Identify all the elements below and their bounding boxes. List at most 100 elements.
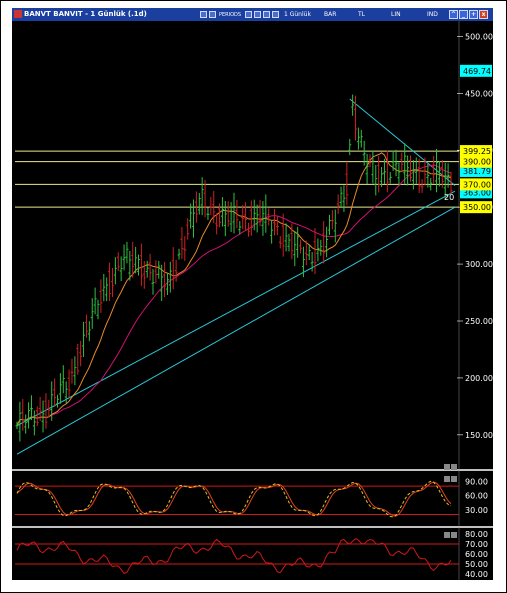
ohlc-bar [339, 186, 343, 209]
ohlc-bar [90, 298, 94, 329]
color-icon[interactable] [209, 11, 216, 18]
ohlc-bar [180, 227, 184, 259]
arrow-icon[interactable]: ^ [449, 10, 458, 19]
ohlc-bar [64, 381, 68, 404]
ohlc-bar [226, 201, 230, 227]
ohlc-bar [183, 236, 187, 261]
ohlc-bar [151, 269, 155, 295]
ohlc-bar [437, 161, 441, 187]
chart-area[interactable]: 150.00200.00250.00300.00350.00400.00450.… [12, 21, 493, 580]
ohlc-bar [411, 159, 415, 190]
ohlc-bar [281, 213, 285, 257]
ohlc-bar [246, 222, 250, 237]
close-icon[interactable]: x [479, 10, 488, 19]
trendline-0 [16, 190, 456, 427]
pane-button-icon [444, 476, 450, 482]
ohlc-bar [47, 399, 51, 418]
ohlc-bar [432, 156, 436, 184]
toolbar-period[interactable]: 1 Günlük [284, 11, 311, 18]
ohlc-bar [284, 223, 288, 252]
ohlc-bar [61, 365, 65, 394]
ohlc-bar [249, 200, 253, 236]
minimize-icon[interactable]: _ [459, 10, 468, 19]
ohlc-bar [29, 395, 33, 421]
draw-icon[interactable] [254, 11, 261, 18]
ohlc-bar [160, 264, 164, 302]
ohlc-bar [446, 163, 450, 188]
ohlc-bar [382, 158, 386, 184]
title-bar: BANVT BANVIT - 1 Günlük (.1d) PERIODS 1 … [12, 8, 493, 21]
settings-icon[interactable] [272, 11, 279, 18]
toolbar-currency[interactable]: TL [358, 11, 366, 18]
ohlc-bar [113, 257, 117, 285]
ohlc-bar [223, 200, 227, 237]
trendline-2 [349, 98, 456, 186]
ohlc-bar [209, 197, 213, 216]
ohlc-bar [235, 200, 239, 229]
ohlc-bar [287, 233, 291, 252]
save-icon[interactable] [245, 11, 252, 18]
ohlc-bar [105, 277, 109, 302]
ohlc-bar [362, 140, 366, 166]
zoom-icon[interactable] [263, 11, 270, 18]
pane-button-icon [451, 476, 457, 482]
ohlc-bar [232, 192, 236, 234]
toolbar-scale[interactable]: LIN [391, 11, 401, 18]
ohlc-bar [171, 247, 175, 290]
ohlc-bar [261, 201, 265, 236]
pane-button-icon [444, 464, 450, 470]
ohlc-bar [229, 202, 233, 233]
ohlc-bar [73, 356, 77, 386]
ohlc-bar [397, 162, 401, 186]
ohlc-bar [252, 199, 256, 231]
ohlc-bar [275, 216, 279, 236]
level-label-0: 399.25 [463, 147, 491, 156]
ohlc-bar [426, 163, 430, 188]
level-label-2-bg [460, 178, 492, 191]
ohlc-bar [255, 204, 259, 233]
ohlc-bar [122, 244, 126, 271]
ohlc-bar [377, 156, 381, 193]
price-tick-label: 200.00 [465, 374, 493, 383]
price-tick-label: 300.00 [465, 260, 493, 269]
ohlc-bar [423, 157, 427, 186]
ohlc-bar [174, 259, 178, 282]
ohlc-bar [191, 199, 195, 238]
ohlc-bar [137, 254, 141, 276]
ohlc-bar [313, 228, 317, 275]
rsi-tick-label: 70.00 [465, 540, 488, 549]
moving-average-slow [16, 164, 452, 426]
stoch-k-line [16, 480, 452, 518]
chart-type-icon[interactable] [200, 11, 207, 18]
ohlc-bar [27, 402, 31, 429]
trendline-1 [16, 206, 456, 455]
periods-tag[interactable]: PERIODS [219, 12, 242, 18]
ohlc-bar [354, 95, 358, 141]
ohlc-bar [322, 221, 326, 264]
ohlc-bar [400, 152, 404, 171]
ohlc-bar [44, 393, 48, 429]
ohlc-bar [270, 220, 274, 244]
ohlc-bar [218, 203, 222, 228]
ohlc-bar [380, 166, 384, 188]
level-label-3-bg [460, 201, 492, 214]
stoch-tick-label: 60.00 [465, 492, 488, 501]
maximize-icon[interactable]: + [469, 10, 478, 19]
toolbar-indicator[interactable]: IND [427, 11, 438, 18]
ohlc-bar [53, 378, 57, 408]
toolbar-bar[interactable]: BAR [324, 11, 337, 18]
ohlc-bar [41, 400, 45, 433]
ohlc-bar [24, 414, 28, 434]
ohlc-bar [163, 261, 167, 298]
stoch-tick-label: 30.00 [465, 506, 488, 515]
ohlc-bar [18, 401, 22, 442]
ohlc-bar [203, 180, 207, 218]
pane-button-icon [451, 464, 457, 470]
ohlc-bar [67, 369, 71, 398]
ohlc-bar [307, 244, 311, 261]
ohlc-bar [348, 138, 352, 156]
overlap-label-0: 381.79 [463, 167, 491, 176]
ohlc-bar [273, 209, 277, 236]
ohlc-bar [125, 241, 129, 264]
ohlc-bar [443, 162, 447, 199]
